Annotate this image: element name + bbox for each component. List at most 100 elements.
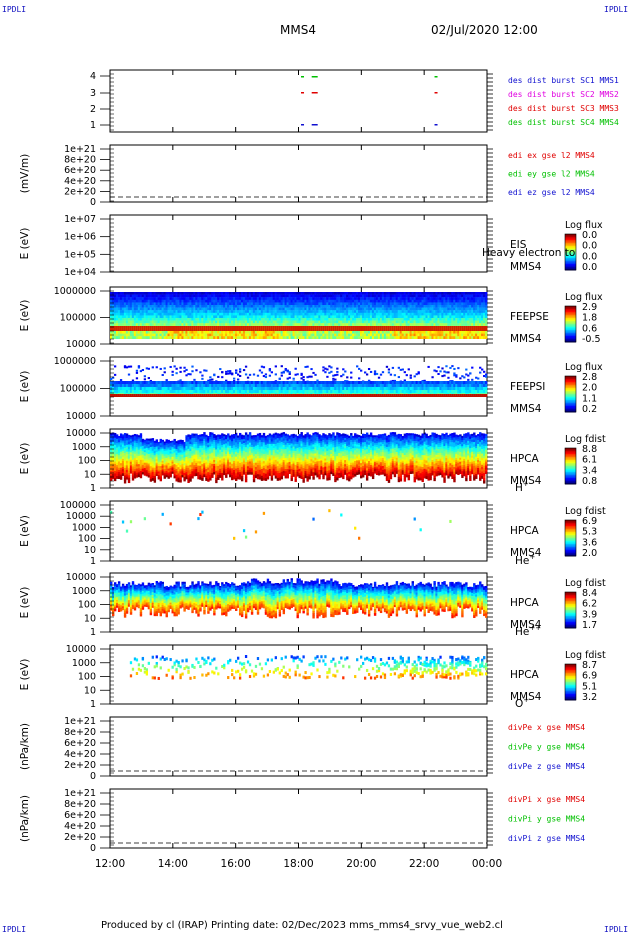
feepse-cell (173, 305, 176, 308)
feepse-cell (113, 320, 117, 324)
feepse-cell (169, 323, 172, 326)
feepse-cell (302, 333, 305, 337)
feepse-cell (320, 292, 323, 295)
feepse-cell (312, 307, 315, 311)
feepse-cell (149, 333, 153, 337)
feepse-cell (123, 302, 127, 306)
feepse-cell (282, 333, 286, 337)
feepse-cell (191, 299, 194, 303)
feepse-cell (110, 318, 113, 321)
feepse-cell (137, 323, 141, 326)
feepsi-cell (306, 365, 309, 368)
feepse-cell (205, 297, 208, 300)
feepse-cell (177, 318, 180, 321)
feepse-cell (159, 312, 162, 316)
feepse-cell (320, 302, 323, 306)
feepse-cell (217, 312, 220, 316)
feepse-cell (248, 294, 252, 298)
feepse-cell (207, 294, 210, 298)
feepse-cell (338, 318, 341, 321)
feepse-cell (110, 297, 113, 300)
feepse-cell (135, 331, 139, 334)
feepse-cell (171, 312, 174, 316)
feepse-cell (193, 331, 196, 334)
feepse-cell (340, 294, 343, 298)
feepse-cell (117, 297, 121, 300)
feepse-cell (318, 336, 321, 339)
feepse-cell (328, 312, 331, 316)
feepse-cell (342, 299, 345, 303)
feepse-cell (485, 323, 488, 326)
feepse-cell (308, 292, 311, 295)
feepse-cell (143, 320, 147, 324)
feepse-cell (225, 299, 228, 303)
feepse-cell (187, 315, 190, 319)
feepse-cell (165, 310, 168, 313)
feepsi-cell (373, 373, 377, 376)
feepse-cell (348, 294, 351, 298)
feepse-cell (217, 326, 220, 331)
feepse-cell (195, 320, 198, 324)
feepse-cell (322, 297, 325, 300)
feepse-cell (348, 292, 351, 295)
feepse-cell (320, 297, 323, 300)
feepse-cell (326, 312, 329, 316)
feepse-cell (163, 297, 166, 300)
feepse-cell (274, 307, 278, 311)
feepse-cell (242, 331, 246, 334)
feepse-cell (177, 294, 180, 298)
feepse-cell (248, 312, 252, 316)
feepse-cell (139, 312, 143, 316)
feepse-cell (145, 333, 149, 337)
feepse-cell (350, 315, 353, 319)
feepse-cell (322, 307, 325, 311)
feepse-cell (197, 315, 200, 319)
feepse-cell (223, 297, 226, 300)
feepsi-cell (358, 367, 361, 370)
feepse-cell (143, 294, 147, 298)
feepse-cell (111, 297, 115, 300)
feepse-cell (225, 320, 228, 324)
feepse-cell (145, 320, 149, 324)
feepse-cell (274, 315, 278, 319)
feepse-cell (129, 299, 133, 303)
feepse-cell (219, 331, 222, 334)
feepse-cell (306, 318, 309, 321)
feepsi-cell (221, 376, 224, 379)
feepse-cell (264, 307, 268, 311)
feepse-cell (147, 297, 151, 300)
feepse-cell (175, 307, 178, 311)
feepse-cell (340, 292, 343, 295)
feepse-cell (354, 305, 357, 308)
feepse-cell (145, 292, 149, 295)
eis-overlay-text: Heavy electron to (482, 247, 575, 259)
feepse-cell (211, 336, 214, 339)
feepse-cell (129, 297, 133, 300)
feepsi-cell (268, 374, 272, 377)
feepse-cell (125, 297, 129, 300)
feepse-cell (137, 333, 141, 337)
feepse-cell (217, 320, 220, 324)
feepse-cell (231, 292, 234, 295)
eis-colorbar-cell (565, 262, 576, 265)
feepse-cell (125, 326, 129, 331)
feepse-cell (191, 315, 194, 319)
feepse-cell (322, 331, 325, 334)
feepse-cell (306, 310, 309, 313)
feepse-cell (153, 336, 157, 339)
feepse-cell (131, 315, 135, 319)
eis-colorbar-cell (565, 237, 576, 239)
feepse-cell (270, 305, 274, 308)
feepse-cell (119, 323, 123, 326)
feepse-cell (207, 292, 210, 295)
feepse-cell (181, 315, 184, 319)
feepse-cell (211, 305, 214, 308)
feepse-cell (320, 331, 323, 334)
feepse-cell (117, 299, 121, 303)
eis-colorbar-tick: 0.0 (582, 251, 597, 262)
feepse-cell (119, 305, 123, 308)
feepse-cell (316, 310, 319, 313)
feepse-cell (147, 331, 151, 334)
feepsi-cell (379, 373, 383, 376)
feepse-cell (191, 331, 194, 334)
